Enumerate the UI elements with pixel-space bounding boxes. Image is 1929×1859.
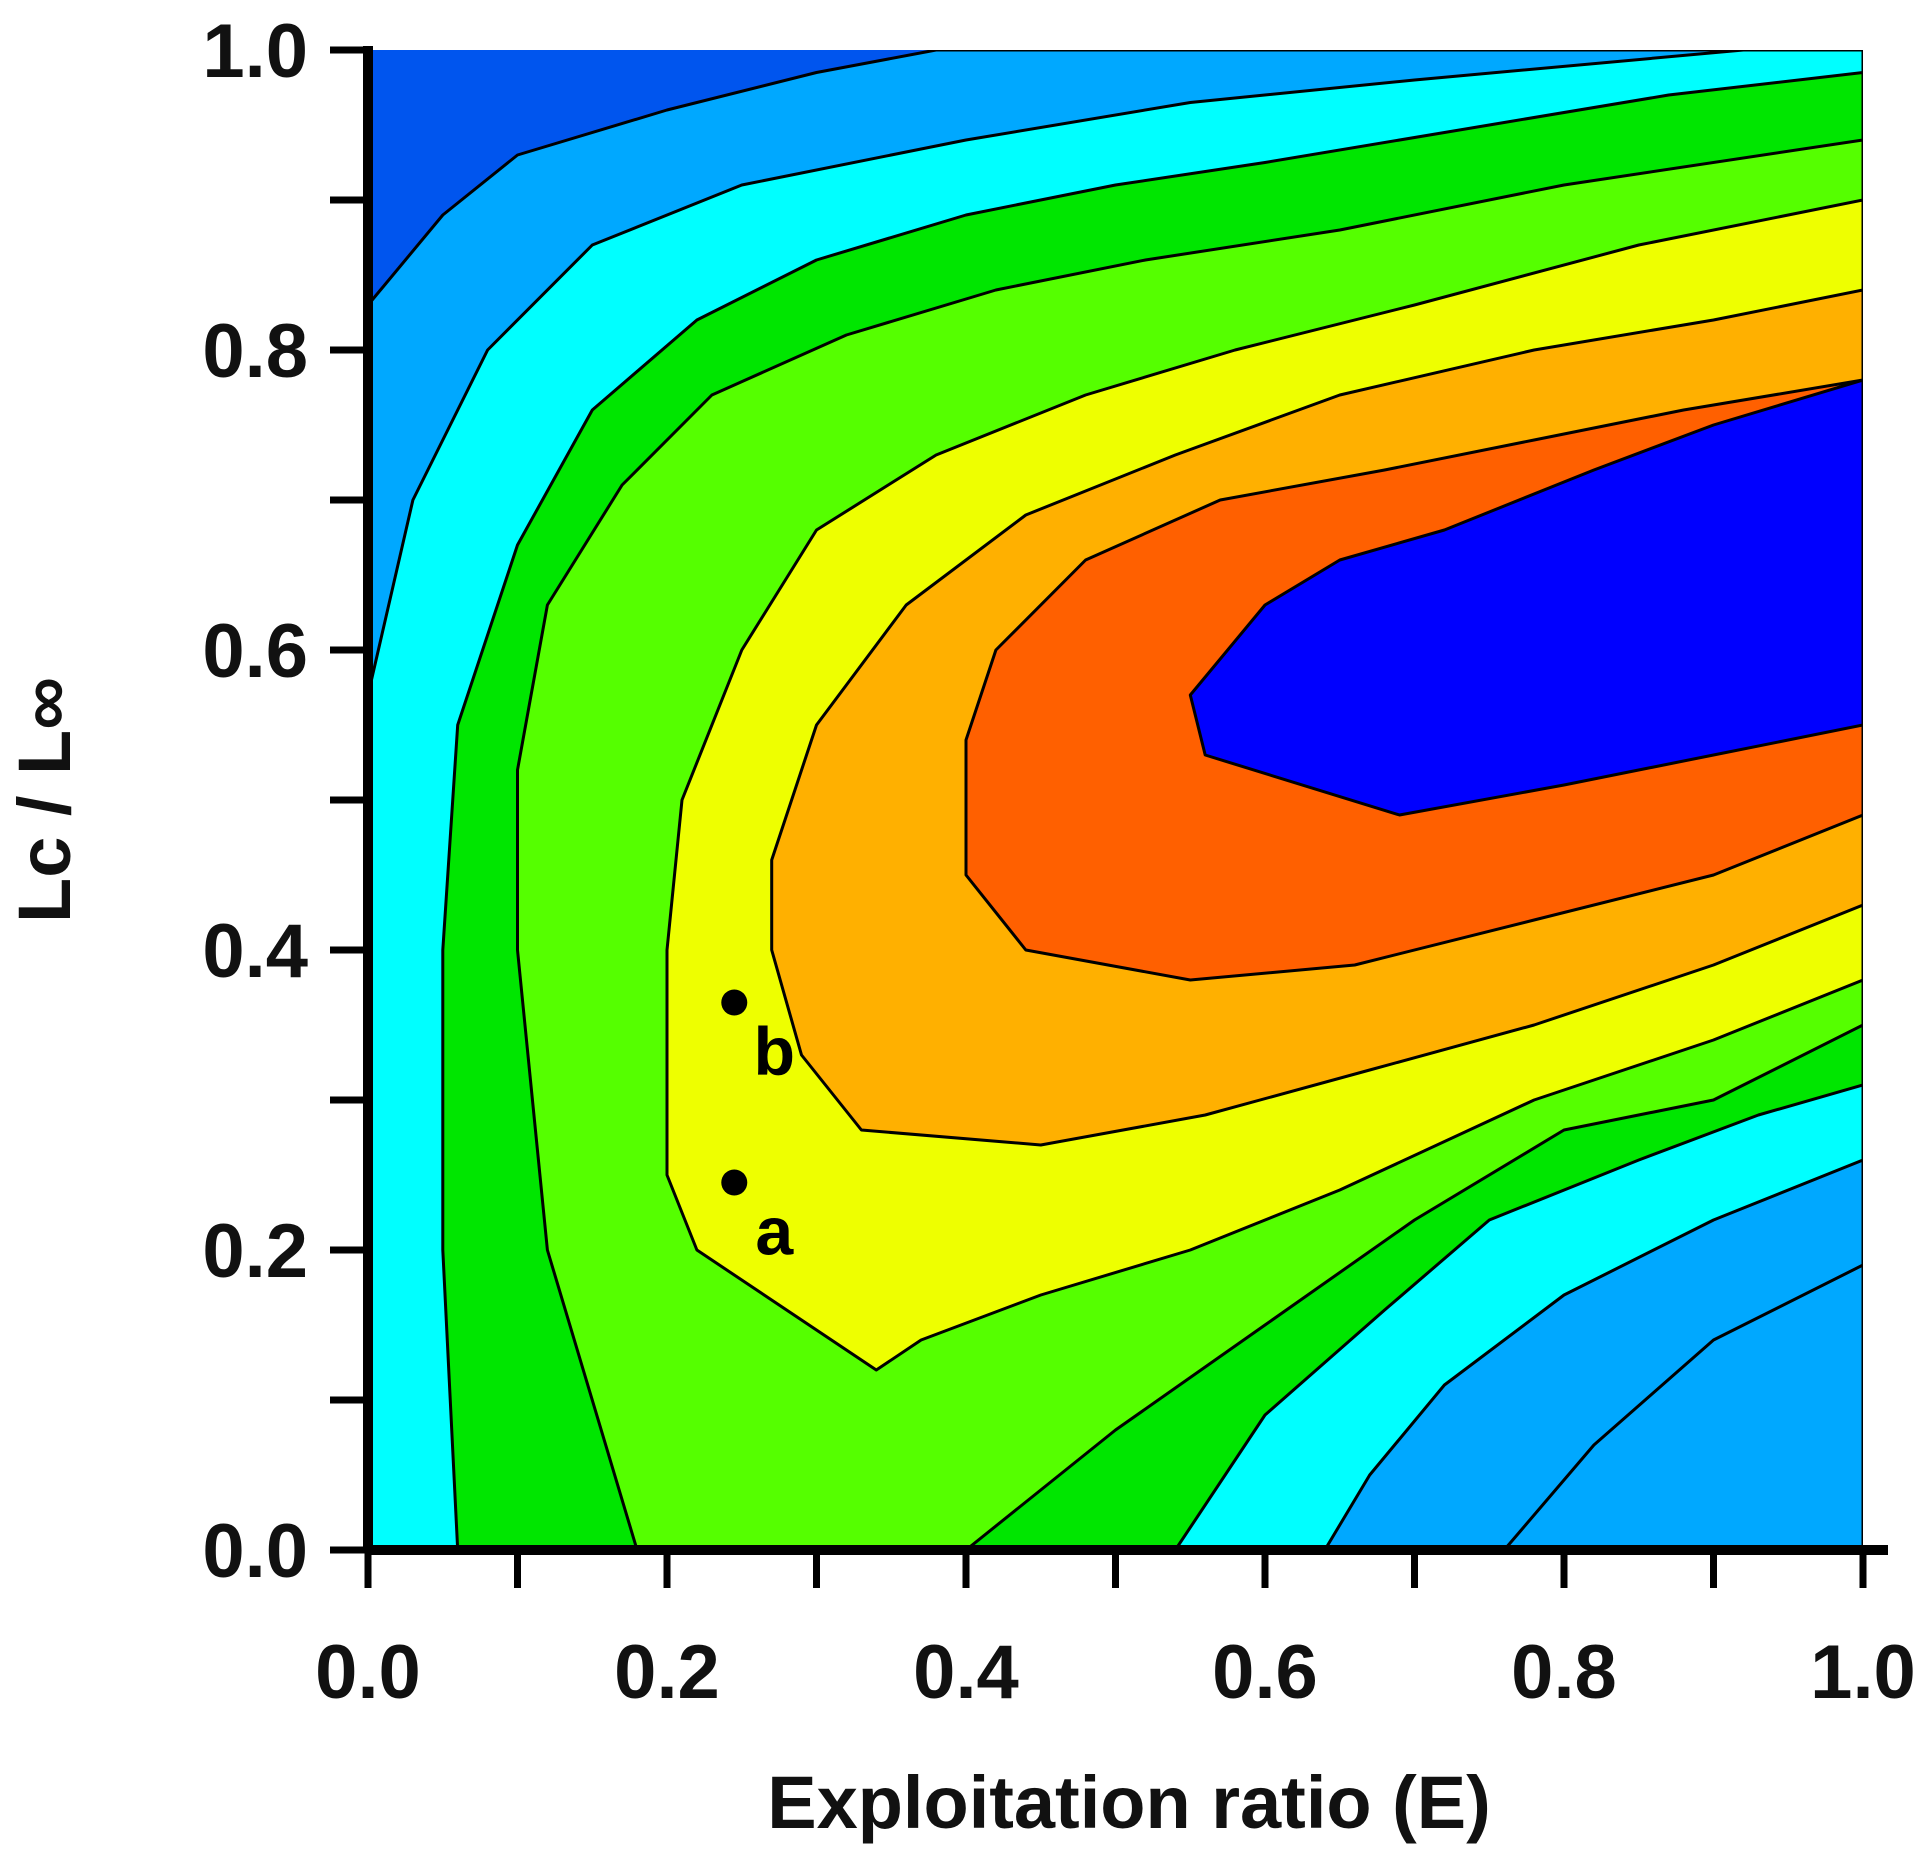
y-tick-label: 0.4: [202, 909, 308, 994]
point-a-marker: [721, 1169, 748, 1196]
marked-points-layer: ab: [721, 989, 796, 1270]
point-a-label: a: [755, 1194, 794, 1270]
y-tick-label: 0.0: [202, 1509, 308, 1594]
y-tick-label: 0.6: [202, 609, 308, 694]
contour-level-8: [1188, 378, 1863, 817]
x-tick-label: 0.8: [1511, 1630, 1617, 1715]
point-b-marker: [721, 989, 748, 1016]
y-tick-label: 0.8: [202, 309, 308, 394]
x-tick-label: 0.4: [913, 1630, 1019, 1715]
y-tick-label: 0.2: [202, 1209, 308, 1294]
x-axis-title: Exploitation ratio (E): [767, 1761, 1491, 1844]
y-axis-title: Lc / L∞: [3, 677, 86, 923]
point-b-label: b: [754, 1014, 796, 1090]
x-tick-label: 0.6: [1212, 1630, 1318, 1715]
x-tick-label: 0.2: [614, 1630, 720, 1715]
x-tick-label: 0.0: [315, 1630, 421, 1715]
x-tick-label: 1.0: [1810, 1630, 1916, 1715]
ticks-layer: 0.0 0.2 0.4 0.6 0.8 1.0 0.0 0.2 0.4 0.6 0.8 1.0: [202, 9, 1915, 1715]
y-tick-label: 1.0: [202, 9, 308, 94]
contour-fill-layer: [368, 50, 1863, 1550]
